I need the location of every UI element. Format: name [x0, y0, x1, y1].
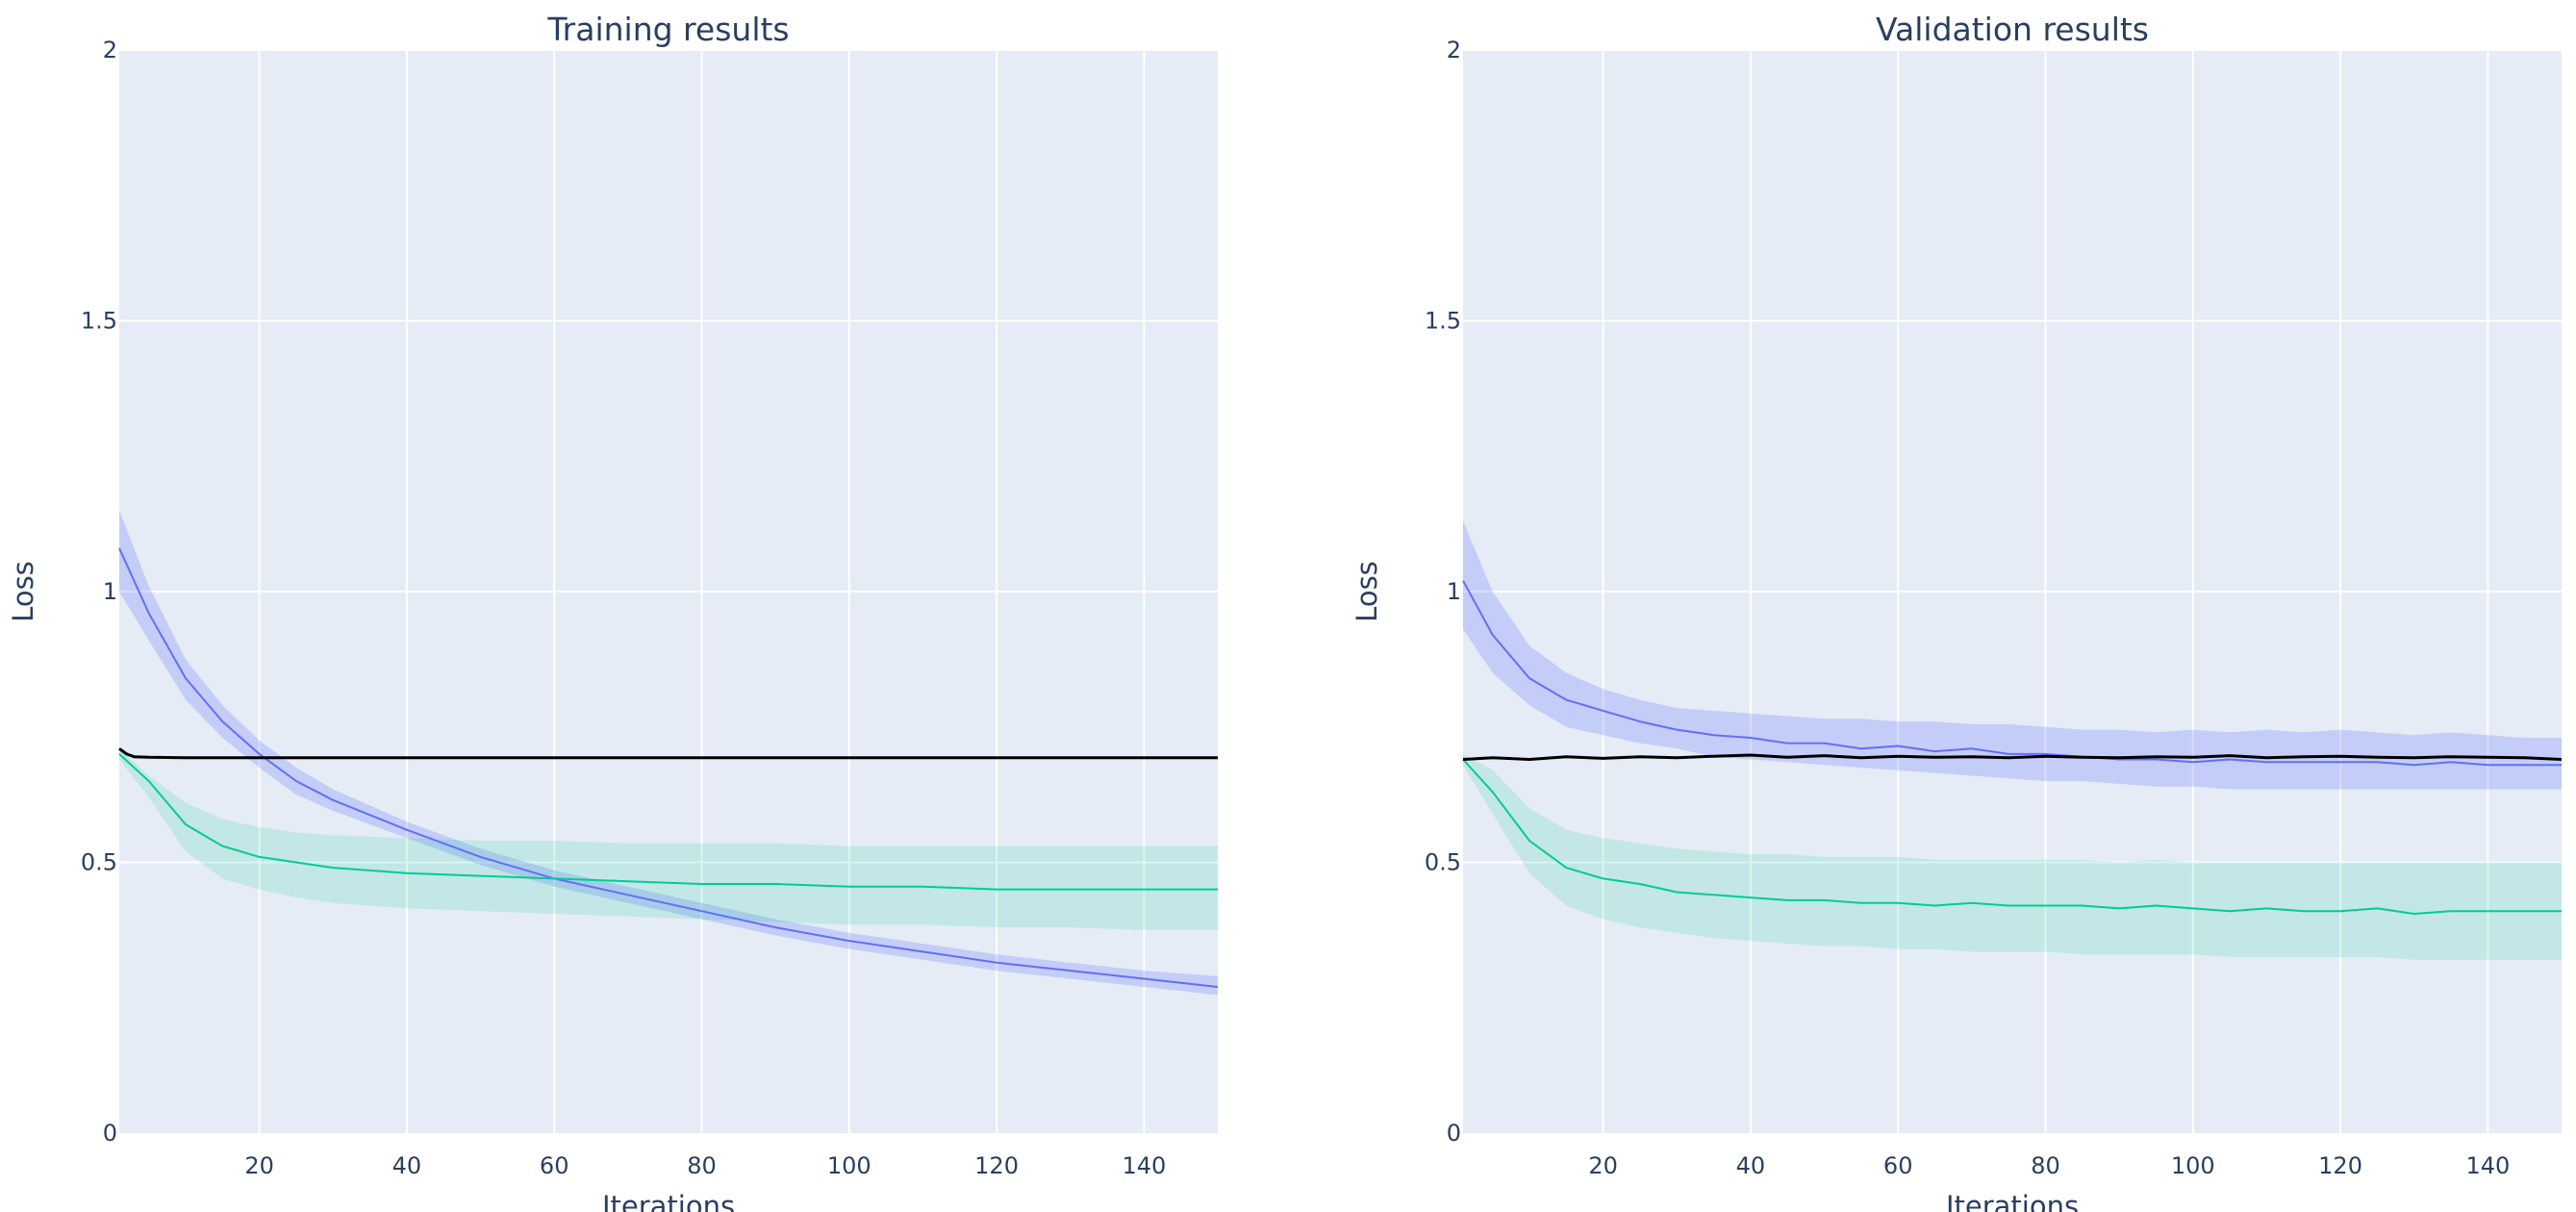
y-axis-title: Loss — [7, 561, 39, 622]
x-tick-label: 100 — [827, 1152, 871, 1179]
series-0-band — [119, 510, 1218, 996]
y-tick-label: 0.5 — [81, 849, 117, 876]
series-2-line — [118, 747, 1218, 760]
x-tick-label: 60 — [540, 1152, 569, 1179]
training-results-panel: 20 40 60 80 100 120 140 0 0.5 1 1.5 2 Training resul… — [7, 11, 1219, 1212]
x-tick-label: 80 — [687, 1152, 717, 1179]
chart-title: Training results — [546, 11, 789, 48]
y-tick-label: 0 — [1447, 1120, 1461, 1147]
x-tick-label: 40 — [1736, 1152, 1766, 1179]
x-tick-label: 140 — [1122, 1152, 1166, 1179]
x-tick-label: 120 — [974, 1152, 1019, 1179]
x-axis-title: Iterations — [1946, 1190, 2079, 1212]
series-1-band — [119, 748, 1218, 930]
y-tick-label: 0.5 — [1425, 849, 1461, 876]
y-tick-label: 0 — [103, 1120, 117, 1147]
x-tick-label: 40 — [392, 1152, 422, 1179]
x-tick-label: 20 — [1588, 1152, 1618, 1179]
x-axis-title: Iterations — [602, 1190, 735, 1212]
x-tick-label: 20 — [244, 1152, 274, 1179]
series-1-band — [1463, 753, 2562, 960]
chart-title: Validation results — [1876, 11, 2149, 48]
y-tick-label: 1.5 — [81, 308, 117, 335]
x-tick-label: 100 — [2171, 1152, 2215, 1179]
x-tick-label: 120 — [2318, 1152, 2362, 1179]
y-tick-label: 2 — [103, 37, 117, 63]
validation-results-panel: 20 40 60 80 100 120 140 0 0.5 1 1.5 2 Validation res… — [1351, 11, 2563, 1212]
series-0-line — [1462, 580, 2562, 767]
y-tick-label: 1.5 — [1425, 308, 1461, 335]
series-1-line — [1462, 758, 2562, 915]
series-0-band — [1463, 520, 2562, 790]
y-tick-label: 2 — [1447, 37, 1461, 63]
y-tick-label: 1 — [103, 578, 117, 605]
y-tick-label: 1 — [1447, 578, 1461, 605]
x-tick-label: 60 — [1883, 1152, 1913, 1179]
x-tick-label: 80 — [2031, 1152, 2060, 1179]
x-tick-label: 140 — [2465, 1152, 2510, 1179]
series-1-line — [118, 753, 1218, 891]
series-2-line — [1462, 753, 2563, 761]
y-axis-title: Loss — [1351, 561, 1383, 622]
